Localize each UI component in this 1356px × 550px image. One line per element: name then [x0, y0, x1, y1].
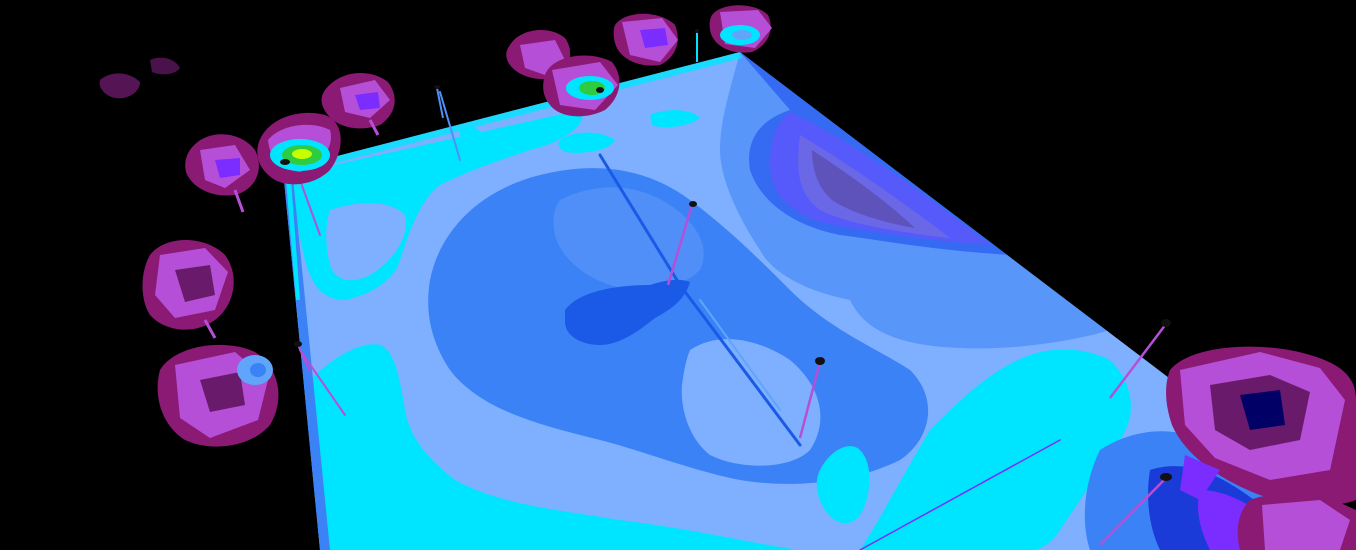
- luminaire-distribution-solid[interactable]: [185, 134, 259, 213]
- luminaire-distribution-solid[interactable]: [99, 57, 180, 99]
- luminaire-distribution-solid[interactable]: [709, 5, 772, 53]
- pole-shadow-line: [859, 439, 1061, 550]
- floor-edge: [283, 52, 742, 176]
- light-pole[interactable]: [1109, 319, 1171, 399]
- luminaire-distribution-solid[interactable]: [257, 112, 341, 185]
- contour-band: [681, 339, 821, 466]
- light-pole[interactable]: [294, 341, 311, 373]
- pole-shadow-lines: [299, 91, 1061, 550]
- contour-band: [720, 52, 1110, 349]
- pole-shadow-line: [299, 179, 321, 236]
- pole-shadow-line: [678, 283, 802, 447]
- pole-shadow-line: [598, 153, 682, 287]
- luminaire-distribution-solid[interactable]: [157, 344, 279, 447]
- pole-shadow-line: [439, 91, 461, 161]
- contour-band: [860, 349, 1131, 550]
- luminaire-distribution-solid[interactable]: [1237, 493, 1356, 550]
- luminaire-distribution-solid[interactable]: [613, 13, 678, 66]
- light-pole[interactable]: [666, 201, 697, 286]
- contour-band: [326, 203, 406, 281]
- contour-band: [650, 110, 700, 128]
- luminaire-solids: [99, 5, 1356, 550]
- light-pole[interactable]: [695, 29, 699, 62]
- contour-band: [370, 345, 474, 550]
- pole-shadow-line: [699, 299, 781, 411]
- light-pole[interactable]: [1099, 473, 1172, 546]
- contour-band: [558, 132, 615, 153]
- luminaire-distribution-solid[interactable]: [142, 240, 234, 339]
- luminaire-distribution-solid[interactable]: [1166, 346, 1356, 506]
- contour-band: [460, 127, 482, 139]
- contour-band: [565, 279, 690, 345]
- floor-edge: [286, 180, 300, 300]
- light-pole[interactable]: [798, 357, 825, 439]
- contour-band: [816, 446, 870, 524]
- luminaire-distribution-solid[interactable]: [321, 72, 395, 136]
- pole-shadow-line: [299, 349, 346, 416]
- luminaire-distribution-solid[interactable]: [543, 55, 620, 117]
- light-pole[interactable]: [434, 85, 444, 119]
